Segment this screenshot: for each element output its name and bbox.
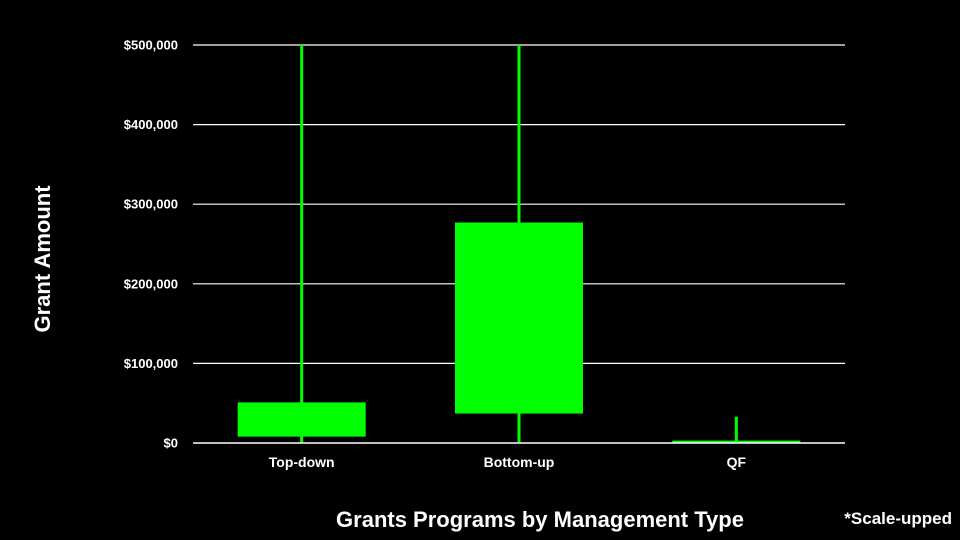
y-axis-tick-labels: $0 $100,000 $200,000 $300,000 $400,000 $500,0… — [124, 38, 178, 451]
y-tick-label: $500,000 — [124, 38, 178, 53]
x-axis-title: Grants Programs by Management Type — [336, 507, 744, 532]
x-category-label: QF — [727, 454, 747, 470]
y-tick-label: $100,000 — [124, 356, 178, 371]
box — [237, 402, 366, 437]
y-tick-label: $300,000 — [124, 197, 178, 212]
y-tick-label: $400,000 — [124, 117, 178, 132]
x-category-label: Bottom-up — [484, 454, 555, 470]
y-axis-title: Grant Amount — [30, 185, 55, 333]
y-tick-label: $200,000 — [124, 276, 178, 291]
box — [455, 222, 583, 414]
box-marks — [237, 45, 801, 443]
x-axis-category-labels: Top-down Bottom-up QF — [269, 454, 747, 470]
y-tick-label: $0 — [164, 436, 178, 451]
scale-note: *Scale-upped — [844, 509, 952, 528]
x-category-label: Top-down — [269, 454, 335, 470]
box — [672, 440, 801, 443]
